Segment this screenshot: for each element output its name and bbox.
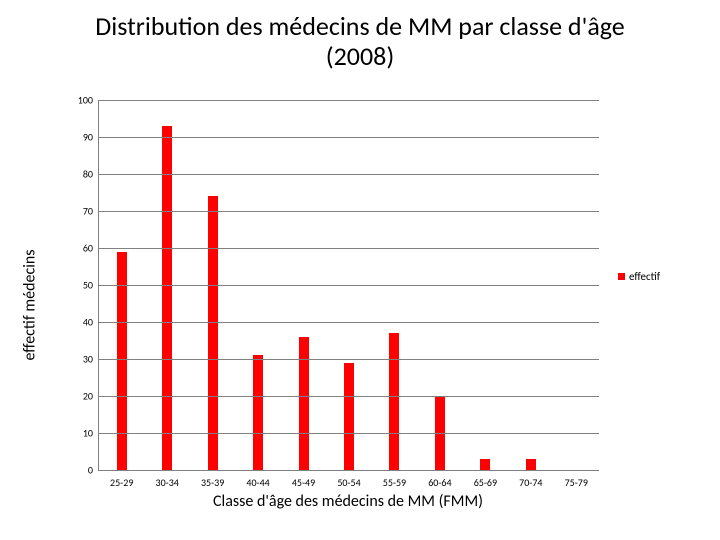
grid-line (99, 100, 599, 101)
grid-line (99, 137, 599, 138)
bar (344, 363, 354, 470)
y-tick-label: 80 (83, 168, 99, 181)
y-tick-label: 60 (83, 242, 99, 255)
grid-line (99, 322, 599, 323)
bar (480, 459, 490, 470)
x-tick-label: 65-69 (474, 470, 497, 489)
plot-area: 010203040506070809010025-2930-3435-3940-… (98, 100, 599, 471)
grid-line (99, 174, 599, 175)
x-tick-label: 70-74 (519, 470, 542, 489)
y-tick-label: 20 (83, 390, 99, 403)
y-tick-label: 40 (83, 316, 99, 329)
title-line-2: (2008) (326, 40, 394, 72)
x-tick-label: 55-59 (383, 470, 406, 489)
x-tick-label: 40-44 (246, 470, 269, 489)
grid-line (99, 396, 599, 397)
x-tick-label: 25-29 (110, 470, 133, 489)
grid-line (99, 433, 599, 434)
grid-line (99, 285, 599, 286)
bar (299, 337, 309, 470)
grid-line (99, 359, 599, 360)
bar (253, 355, 263, 470)
bar (208, 196, 218, 470)
grid-line (99, 211, 599, 212)
legend: effectif (618, 270, 660, 283)
bar (526, 459, 536, 470)
x-tick-label: 75-79 (565, 470, 588, 489)
chart-container: effectif médecins 0102030405060708090100… (40, 100, 690, 510)
title-line-1: Distribution des médecins de MM par clas… (95, 10, 625, 42)
bar (389, 333, 399, 470)
legend-swatch (618, 273, 625, 280)
legend-label: effectif (629, 270, 660, 283)
x-axis-label: Classe d'âge des médecins de MM (FMM) (98, 492, 598, 511)
y-tick-label: 0 (88, 464, 99, 477)
x-tick-label: 45-49 (292, 470, 315, 489)
slide: Distribution des médecins de MM par clas… (0, 0, 720, 540)
y-axis-label: effectif médecins (21, 249, 40, 360)
y-tick-label: 70 (83, 205, 99, 218)
y-tick-label: 10 (83, 427, 99, 440)
y-tick-label: 30 (83, 353, 99, 366)
bar (162, 126, 172, 470)
x-tick-label: 35-39 (201, 470, 224, 489)
y-tick-label: 90 (83, 131, 99, 144)
x-tick-label: 30-34 (156, 470, 179, 489)
chart-title: Distribution des médecins de MM par clas… (0, 12, 720, 72)
x-tick-label: 50-54 (337, 470, 360, 489)
y-tick-label: 50 (83, 279, 99, 292)
grid-line (99, 248, 599, 249)
x-tick-label: 60-64 (428, 470, 451, 489)
y-tick-label: 100 (78, 94, 99, 107)
